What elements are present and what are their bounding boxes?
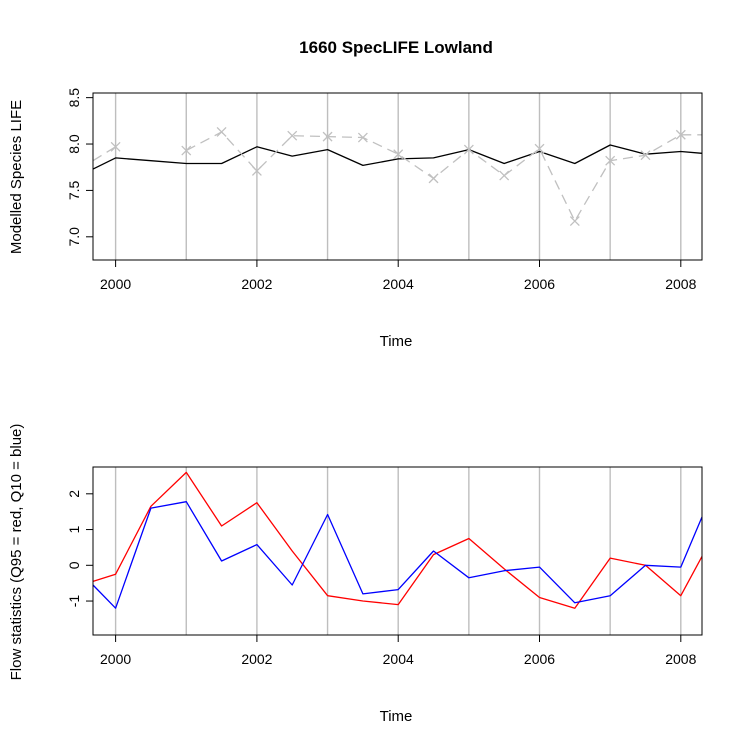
x-tick-label: 2008 — [665, 276, 696, 292]
data-point-marker — [110, 141, 121, 152]
series-line — [92, 501, 703, 609]
top-panel-species-life: 2000 2002 2004 2006 2008 7.0 7.5 8.0 8.5 — [66, 88, 703, 292]
x-tick-label: 2006 — [524, 276, 555, 292]
bottom-y-axis-label: Flow statistics (Q95 = red, Q10 = blue) — [8, 424, 25, 681]
x-tick-label: 2000 — [100, 651, 131, 667]
series-line — [92, 131, 702, 222]
y-tick-label: 0 — [66, 561, 82, 569]
data-point-marker — [569, 216, 580, 226]
data-point-marker — [357, 132, 368, 143]
x-tick-label: 2000 — [100, 276, 131, 292]
data-point-marker — [534, 143, 545, 154]
chart-title: 1660 SpecLIFE Lowland — [299, 38, 493, 57]
data-point-marker — [251, 165, 262, 176]
y-tick-label: -1 — [66, 595, 82, 608]
y-tick-label: 7.0 — [66, 227, 82, 247]
x-tick-label: 2006 — [524, 651, 555, 667]
data-point-marker — [640, 150, 651, 161]
y-tick-label: 8.0 — [66, 134, 82, 154]
series-line — [92, 144, 703, 170]
data-point-marker — [287, 130, 298, 141]
x-tick-label: 2004 — [383, 276, 414, 292]
data-point-marker — [322, 131, 333, 142]
y-tick-label: 7.5 — [66, 180, 82, 200]
data-point-marker — [181, 145, 192, 156]
top-x-axis-label: Time — [380, 333, 413, 350]
x-tick-label: 2004 — [383, 651, 414, 667]
bottom-panel-flow-statistics: 2000 2002 2004 2006 2008 -1 0 1 2 — [66, 466, 703, 667]
y-tick-label: 2 — [66, 490, 82, 498]
top-y-axis-label: Modelled Species LIFE — [8, 100, 25, 254]
data-point-marker — [393, 149, 404, 160]
data-point-marker — [463, 144, 474, 155]
plot-frame — [92, 92, 703, 261]
x-tick-label: 2002 — [241, 651, 272, 667]
y-tick-label: 8.5 — [66, 88, 82, 108]
data-point-marker — [428, 173, 439, 184]
data-point-marker — [605, 155, 616, 166]
data-point-marker — [675, 129, 686, 140]
x-tick-label: 2002 — [241, 276, 272, 292]
data-point-marker — [499, 170, 510, 181]
data-point-marker — [216, 127, 227, 137]
plot-frame — [92, 466, 703, 636]
series-line — [92, 471, 703, 609]
bottom-x-axis-label: Time — [380, 708, 413, 725]
y-tick-label: 1 — [66, 525, 82, 533]
x-tick-label: 2008 — [665, 651, 696, 667]
